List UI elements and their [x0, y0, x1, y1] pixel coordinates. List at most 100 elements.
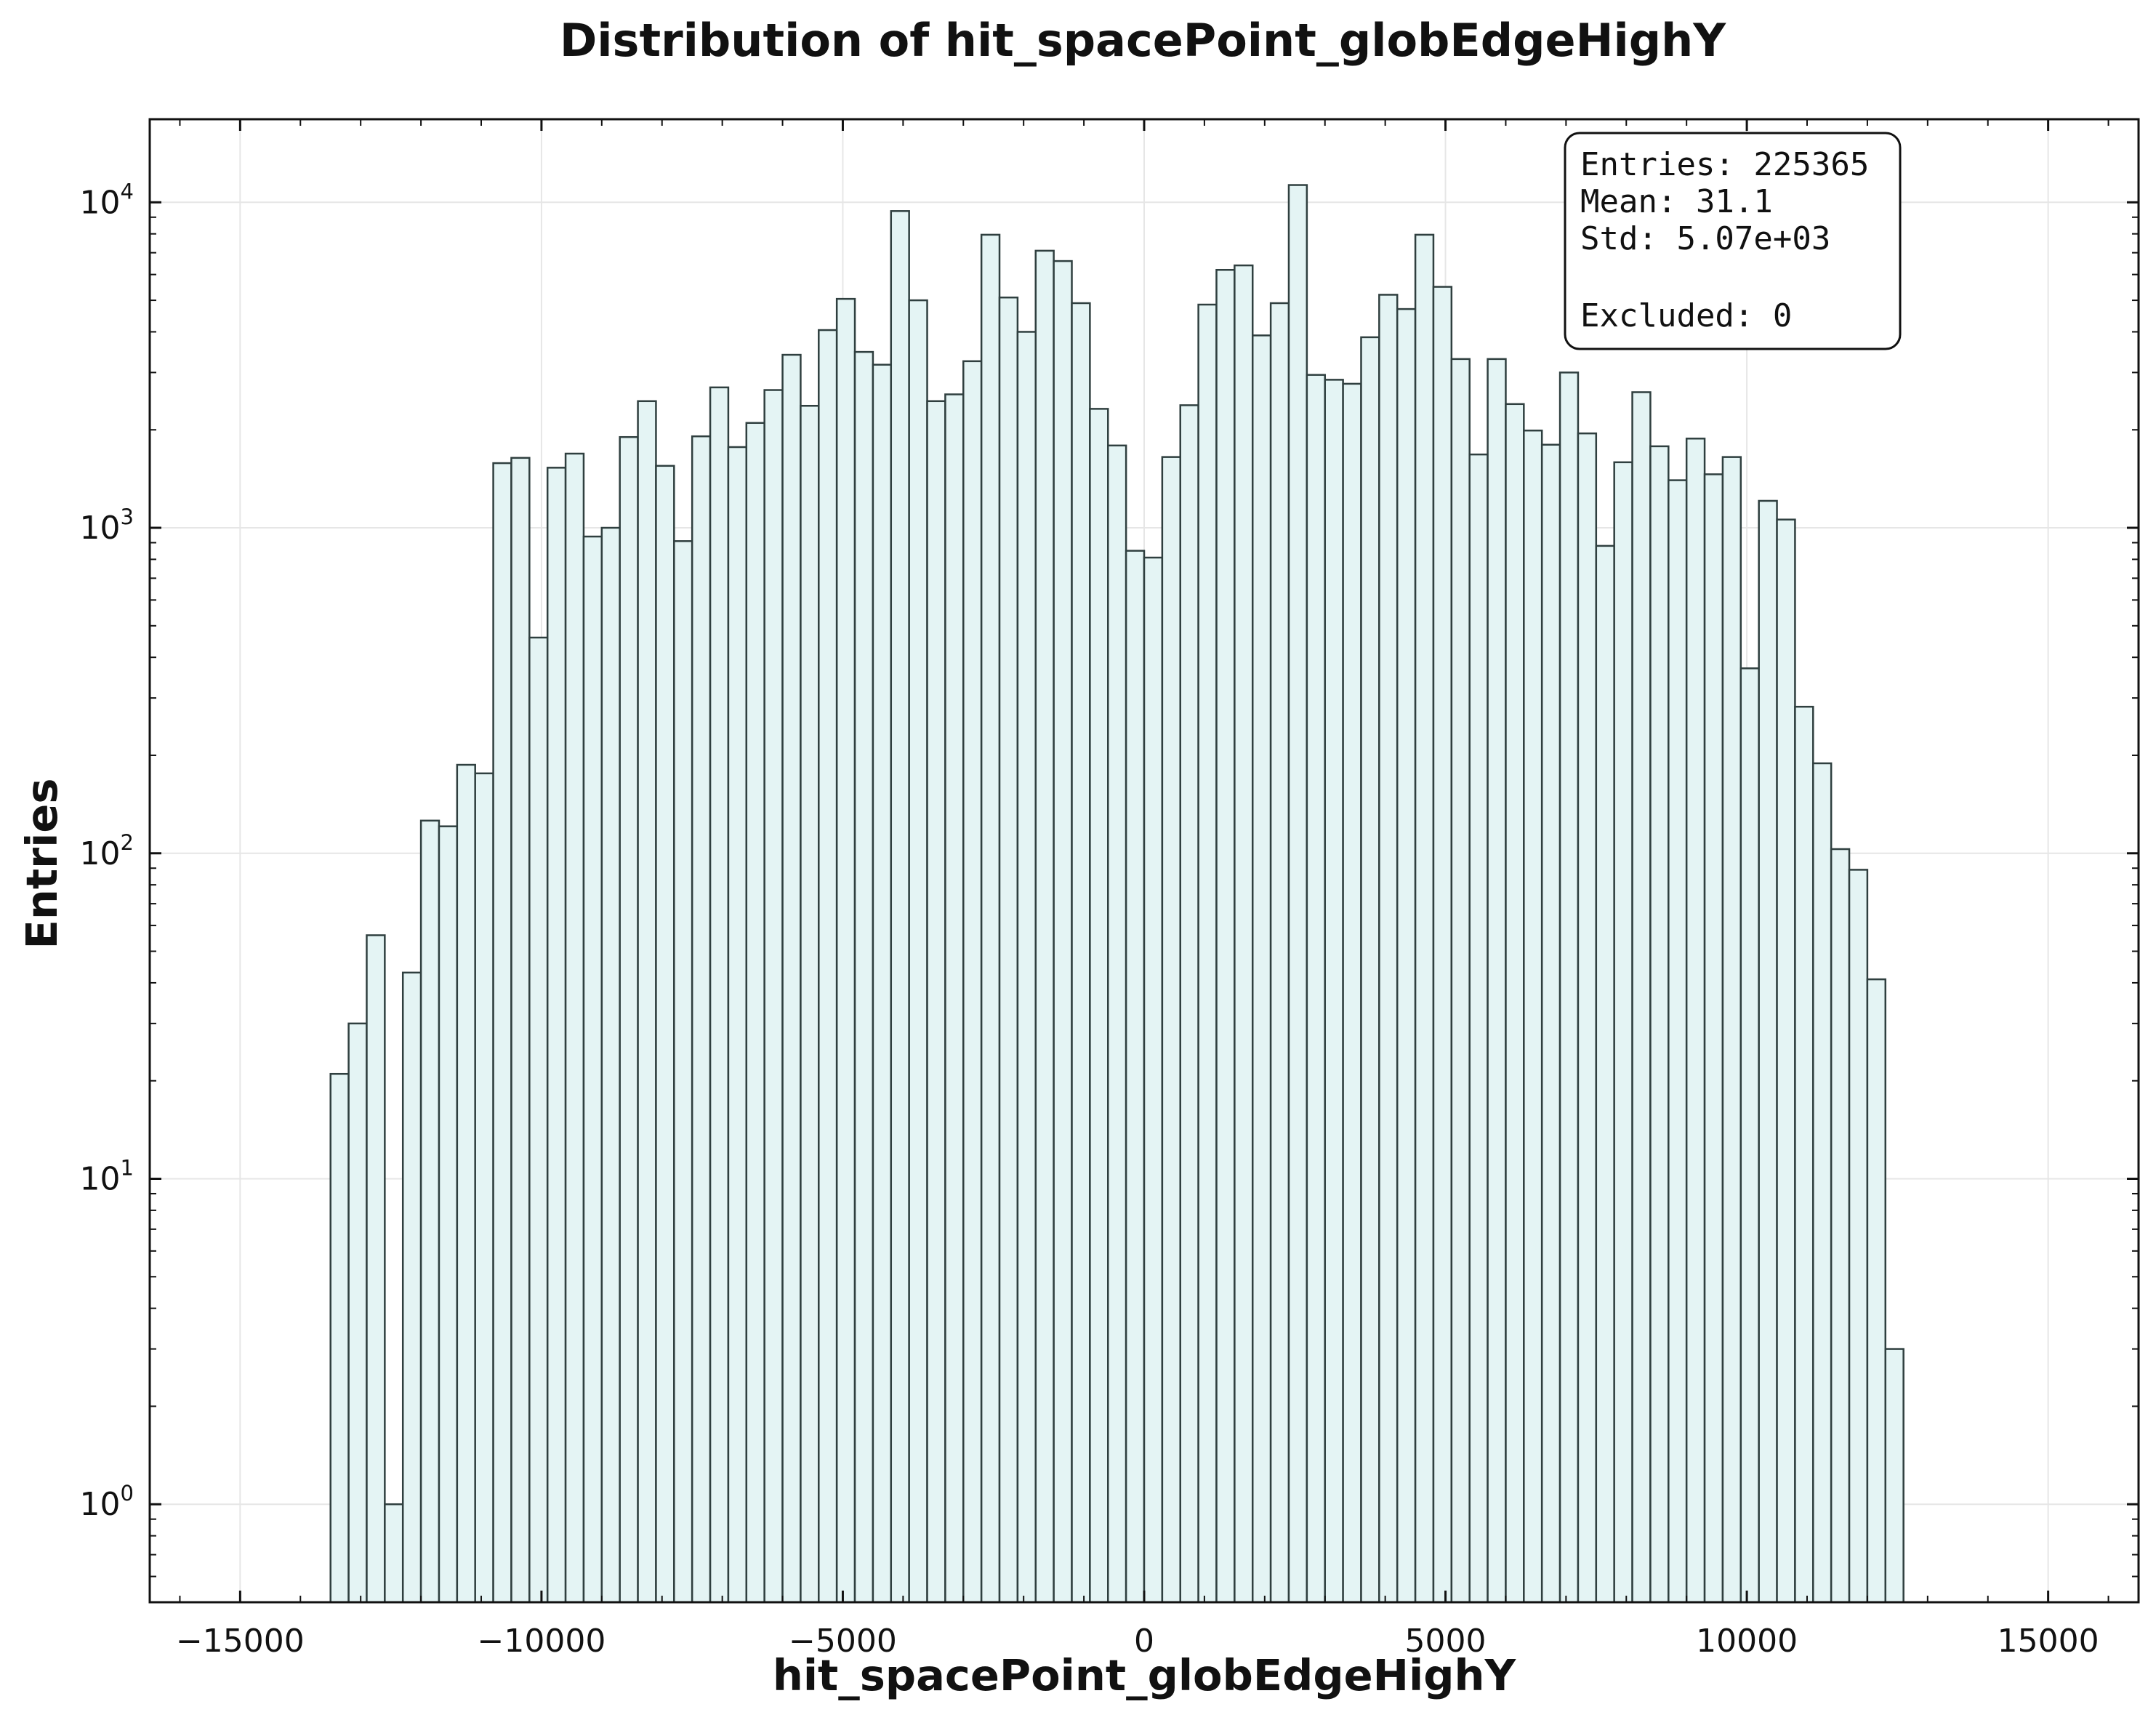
histogram-bar [1450, 358, 1471, 1604]
histogram-bar [474, 772, 494, 1604]
histogram-bar [818, 329, 838, 1604]
histogram-bar [1197, 303, 1218, 1604]
stats-std: Std: 5.07e+03 [1580, 220, 1830, 257]
histogram-bar [1324, 379, 1344, 1604]
histogram-bar [1668, 479, 1688, 1604]
histogram-bar [1613, 461, 1633, 1604]
histogram-bar [944, 393, 965, 1604]
histogram-bar [546, 467, 567, 1604]
histogram-bar [492, 462, 512, 1604]
histogram-bar [637, 400, 657, 1604]
histogram-bar [1432, 286, 1453, 1604]
histogram-bar [1703, 473, 1724, 1604]
y-tick-base: 10 [80, 1160, 121, 1197]
histogram-bar [1125, 550, 1146, 1604]
y-tick-base: 10 [80, 835, 121, 872]
histogram-bar [709, 386, 730, 1604]
histogram-bar [528, 636, 549, 1604]
histogram-bar [1884, 1348, 1904, 1604]
histogram-bar [1034, 249, 1055, 1604]
histogram-bar [347, 1022, 368, 1604]
chart-title: Distribution of hit_spacePoint_globEdgeH… [560, 14, 1726, 67]
histogram-bar [1848, 869, 1869, 1604]
y-tick-exponent: 4 [121, 179, 134, 204]
histogram-bar [673, 540, 693, 1604]
histogram-bar [1107, 444, 1127, 1604]
histogram-bar [1071, 302, 1091, 1604]
histogram-bar [401, 971, 422, 1604]
histogram-bar [1161, 456, 1181, 1604]
histogram-bar [1306, 374, 1326, 1604]
histogram-bar [1360, 336, 1380, 1604]
histogram-bar [1739, 667, 1760, 1604]
histogram-bar [619, 435, 639, 1604]
histogram-bar [510, 457, 531, 1604]
histogram-bar [1287, 184, 1308, 1604]
histogram-bar [655, 465, 675, 1604]
y-tick-exponent: 1 [121, 1155, 134, 1180]
histogram-bar [853, 350, 874, 1604]
stats-box: Entries: 225365 Mean: 31.1 Std: 5.07e+03… [1564, 132, 1902, 350]
y-tick-label: 100 [80, 1481, 134, 1523]
histogram-bar [1215, 268, 1236, 1604]
histogram-bar [1812, 762, 1833, 1604]
histogram-bar [456, 763, 476, 1604]
histogram-bar [908, 299, 928, 1604]
y-tick-exponent: 0 [121, 1481, 134, 1506]
x-tick-label: 10000 [1696, 1623, 1798, 1660]
stats-box-frame [1564, 132, 1902, 350]
histogram-bar [1505, 403, 1525, 1604]
histogram-bar [1523, 429, 1543, 1604]
histogram-bar [1595, 544, 1615, 1604]
histogram-bar [763, 389, 784, 1604]
y-axis-label: Entries [17, 779, 67, 949]
x-tick-label: −5000 [789, 1623, 897, 1660]
histogram-bar [1251, 334, 1272, 1604]
axis-ticks: −15000 −10000 −5000 0 5000 10000 1500010010110… [80, 119, 2139, 1660]
histogram-bar [1234, 264, 1254, 1604]
histogram-bars [329, 184, 1904, 1604]
histogram-bar [890, 210, 910, 1604]
histogram-bar [1685, 438, 1706, 1604]
y-tick-base: 10 [80, 1486, 121, 1523]
x-tick-label: 0 [1134, 1623, 1154, 1660]
histogram-bar [980, 233, 1001, 1604]
y-tick-exponent: 3 [121, 505, 134, 529]
y-tick-label: 103 [80, 505, 134, 547]
histogram-bar [745, 422, 765, 1604]
histogram-bar [366, 934, 386, 1604]
x-axis-label: hit_spacePoint_globEdgeHighY [773, 1650, 1517, 1700]
histogram-bar [564, 452, 585, 1604]
histogram-bar [1396, 308, 1417, 1604]
histogram-bar [1866, 978, 1887, 1604]
histogram-bar [1540, 443, 1561, 1604]
histogram-bar [872, 363, 893, 1604]
histogram-bar [1053, 260, 1073, 1604]
histogram-bar [1830, 848, 1851, 1604]
histogram-bar [962, 360, 983, 1604]
histogram-bar [582, 535, 603, 1604]
histogram-bar [1487, 358, 1507, 1604]
histogram-bar [1468, 453, 1489, 1604]
histogram-bar [1794, 705, 1814, 1604]
stats-excluded: Excluded: 0 [1580, 297, 1792, 334]
histogram-bar [1016, 331, 1037, 1604]
x-tick-label: 15000 [1998, 1623, 2099, 1660]
histogram-bar [384, 1503, 404, 1604]
stats-mean: Mean: 31.1 [1580, 183, 1773, 220]
histogram-bar [329, 1072, 350, 1604]
y-tick-base: 10 [80, 510, 121, 547]
histogram-bar [1649, 445, 1670, 1604]
x-tick-label: −15000 [176, 1623, 305, 1660]
histogram-bar [1269, 302, 1290, 1604]
x-tick-label: −10000 [477, 1623, 606, 1660]
histogram-bar [1143, 556, 1164, 1604]
histogram-bar [800, 404, 820, 1604]
histogram-bar [1378, 294, 1399, 1604]
histogram-bar [835, 297, 856, 1604]
histogram-bar [438, 825, 459, 1604]
y-tick-label: 102 [80, 830, 134, 872]
y-tick-label: 104 [80, 179, 134, 221]
y-tick-label: 101 [80, 1155, 134, 1197]
